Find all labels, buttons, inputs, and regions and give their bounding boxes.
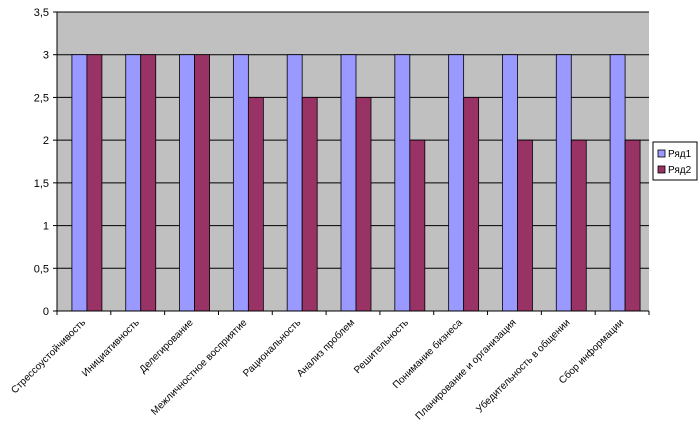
category-label: Убедительность в общении [474, 317, 573, 416]
category-label: Делегирование [138, 317, 196, 375]
bar-series2 [140, 54, 157, 312]
y-tick-label: 3,5 [34, 7, 49, 19]
x-axis: СтрессоустойчивостьИнициативностьДелегир… [9, 310, 650, 422]
y-tick-label: 0,5 [34, 263, 49, 275]
bar-series1 [125, 54, 142, 312]
bar-series2 [409, 139, 426, 312]
legend: Ряд1 Ряд2 [652, 141, 698, 181]
bar-series1 [340, 54, 357, 312]
bar-series1 [71, 54, 88, 312]
legend-swatch [657, 165, 666, 174]
legend-label: Ряд1 [668, 149, 692, 160]
legend-swatch [657, 149, 666, 158]
bar-series2 [624, 139, 641, 312]
bar-series2 [86, 54, 103, 312]
bar-series1 [179, 54, 195, 312]
y-axis: 0 0,5 1 1,5 2 2,5 3 3,5 [34, 7, 58, 318]
category-label: Стрессоустойчивость [9, 317, 88, 396]
y-tick-label: 2,5 [34, 92, 49, 104]
bar-series1 [502, 54, 518, 312]
bar-series1 [609, 54, 626, 312]
category-label: Решительность [352, 317, 411, 376]
y-tick-label: 1,5 [34, 178, 49, 190]
y-tick-label: 1 [43, 221, 49, 233]
bar-series1 [555, 54, 572, 312]
bar-series2 [194, 54, 210, 312]
bar-series1 [286, 54, 303, 312]
y-tick-label: 3 [43, 50, 49, 62]
bar-series2 [301, 97, 318, 312]
category-label: Планирование и организация [414, 317, 519, 422]
category-label: Рациональность [241, 317, 303, 379]
legend-box [652, 141, 698, 181]
bar-series2 [247, 97, 264, 312]
bar-series1 [448, 54, 465, 312]
bar-series2 [463, 97, 480, 312]
bar-series2 [355, 97, 372, 312]
category-label: Анализ проблем [294, 317, 357, 380]
bar-series2 [570, 139, 587, 312]
category-label: Межличностное восприятие [149, 317, 250, 418]
bar-series1 [394, 54, 411, 312]
y-tick-label: 0 [43, 306, 49, 318]
category-label: Инициативность [80, 317, 142, 379]
legend-label: Ряд2 [668, 165, 692, 176]
bar-series1 [232, 54, 249, 312]
y-tick-label: 2 [43, 135, 49, 147]
bar-series2 [517, 139, 533, 312]
